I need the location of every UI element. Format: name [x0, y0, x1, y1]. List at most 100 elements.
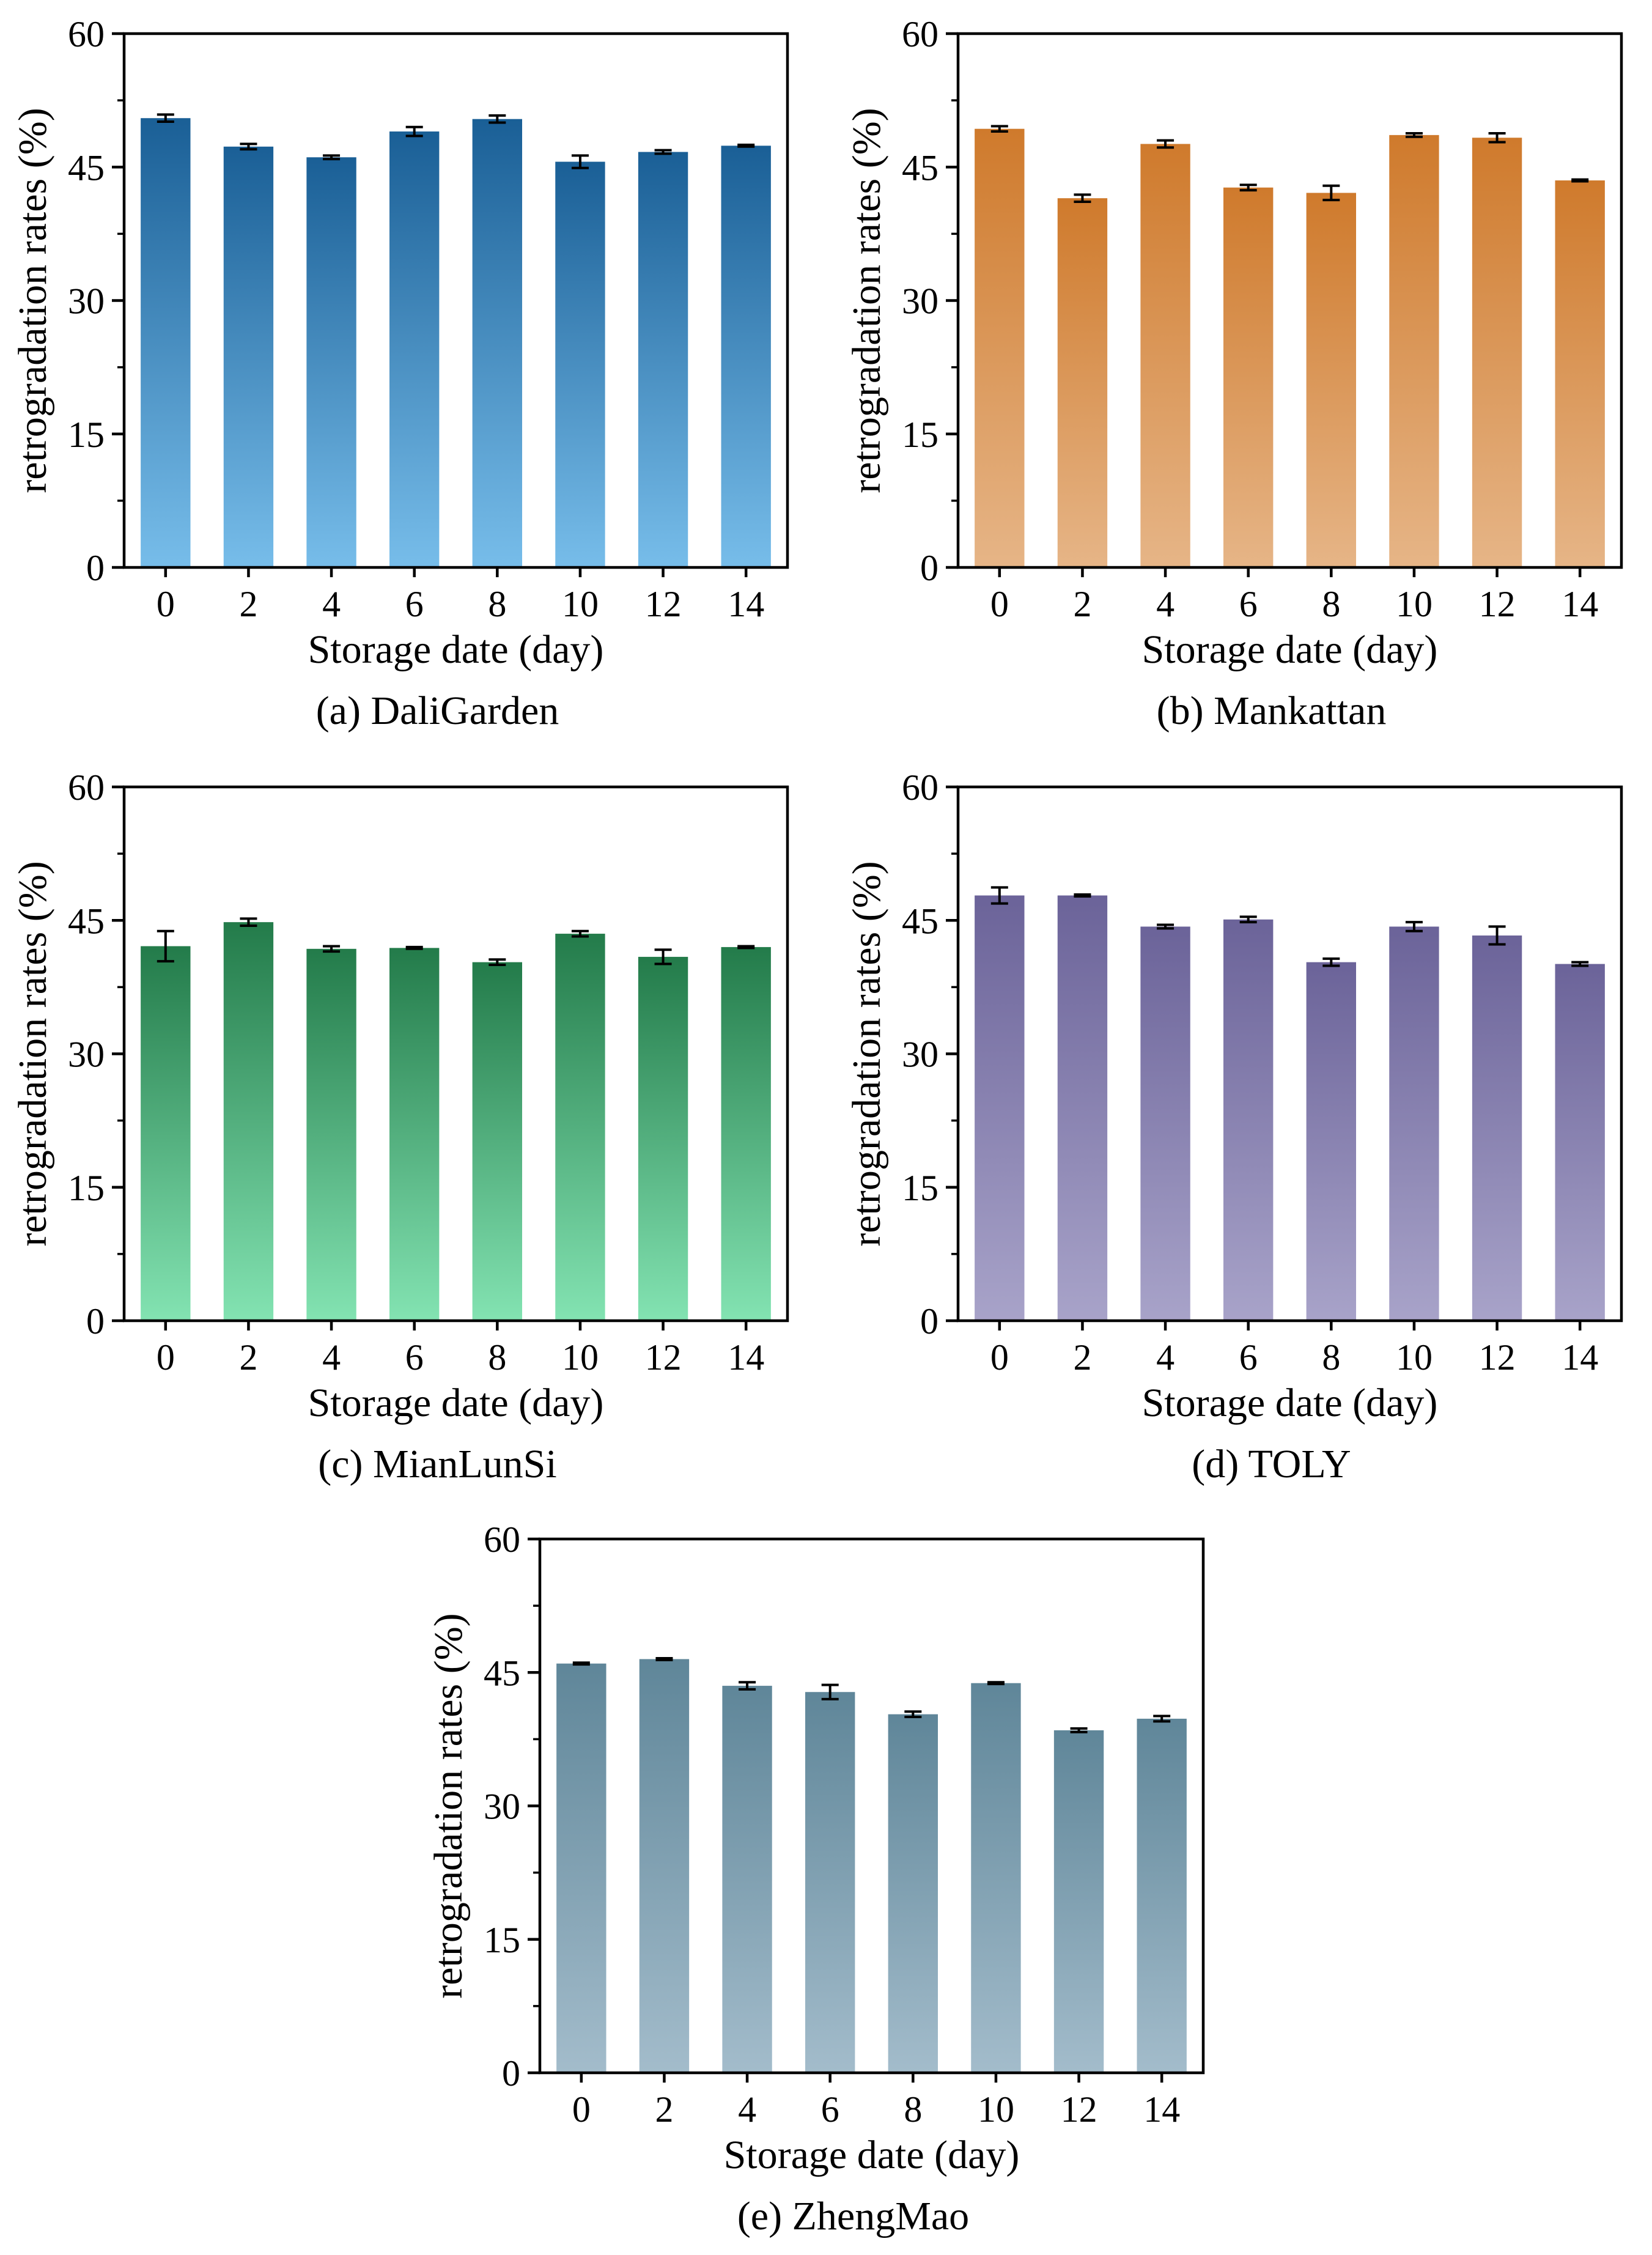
x-tick-label: 2: [239, 1337, 257, 1378]
x-tick-label: 8: [488, 584, 506, 624]
x-tick-label: 4: [322, 1337, 341, 1378]
bar: [1389, 926, 1439, 1321]
y-tick-label: 60: [68, 767, 105, 808]
bar: [1472, 138, 1522, 568]
y-tick-label: 45: [902, 147, 938, 188]
bar: [638, 152, 688, 567]
x-tick-label: 0: [157, 584, 175, 624]
bar: [722, 1686, 772, 2073]
bar: [306, 948, 356, 1321]
y-tick-label: 30: [902, 281, 938, 322]
bar: [389, 948, 440, 1321]
y-tick-label: 0: [502, 2053, 520, 2094]
x-tick-label: 10: [1396, 1337, 1433, 1378]
y-tick-label: 15: [68, 415, 105, 455]
y-tick-label: 15: [68, 1168, 105, 1208]
x-tick-label: 0: [990, 1337, 1009, 1378]
bar: [555, 161, 605, 567]
y-tick-label: 45: [902, 901, 938, 941]
x-tick-label: 2: [655, 2089, 673, 2130]
panel-caption: (a) DaliGarden: [316, 688, 559, 733]
x-tick-label: 10: [562, 584, 599, 624]
x-tick-label: 6: [821, 2089, 839, 2130]
y-tick-label: 45: [68, 901, 105, 941]
x-tick-label: 6: [1239, 584, 1258, 624]
y-tick-label: 60: [902, 767, 938, 808]
x-tick-label: 10: [562, 1337, 599, 1378]
bar: [888, 1714, 938, 2073]
plot-frame: [122, 32, 789, 569]
y-tick-label: 0: [920, 548, 938, 588]
y-tick-label: 0: [86, 548, 105, 588]
bar: [223, 146, 274, 567]
bar: [975, 128, 1025, 567]
x-tick-label: 2: [1073, 584, 1091, 624]
x-tick-label: 2: [1073, 1337, 1091, 1378]
x-tick-label: 8: [488, 1337, 506, 1378]
bar: [1053, 1730, 1104, 2073]
plot-frame: [122, 785, 789, 1323]
bar: [1472, 935, 1522, 1321]
y-axis-title: retrogradation rates (%): [10, 108, 55, 493]
plot-frame: [538, 1537, 1205, 2075]
x-axis-title: Storage date (day): [1142, 627, 1438, 672]
bar: [1389, 135, 1439, 567]
bar: [1223, 919, 1274, 1321]
y-tick-label: 15: [484, 1920, 520, 1960]
x-tick-label: 8: [1322, 1337, 1340, 1378]
x-tick-label: 12: [1479, 1337, 1516, 1378]
y-tick-label: 60: [902, 14, 938, 54]
x-tick-label: 8: [904, 2089, 922, 2130]
bar: [472, 962, 522, 1321]
y-tick-label: 15: [902, 1168, 938, 1208]
bar: [1057, 895, 1108, 1321]
y-axis-title: retrogradation rates (%): [844, 861, 889, 1246]
bar: [223, 922, 274, 1321]
plot-frame: [956, 32, 1623, 569]
x-tick-label: 0: [572, 2089, 591, 2130]
chart-panel: 0 2 4 6 8 10 12 14 0 15 30 45 60 Storage date (day) re…: [10, 767, 789, 1486]
bar: [805, 1692, 855, 2073]
x-axis-title: Storage date (day): [308, 627, 604, 672]
panel-caption: (d) TOLY: [1192, 1442, 1351, 1486]
chart-panel: 0 2 4 6 8 10 12 14 0 15 30 45 60 Storage date (day) re…: [844, 14, 1623, 733]
x-tick-label: 6: [405, 1337, 424, 1378]
x-tick-label: 14: [1143, 2089, 1180, 2130]
bar: [1137, 1718, 1187, 2073]
y-tick-label: 45: [484, 1653, 520, 1693]
x-tick-label: 4: [1156, 584, 1174, 624]
bar: [971, 1683, 1021, 2073]
bar: [1223, 187, 1274, 568]
y-tick-label: 30: [484, 1787, 520, 1827]
y-tick-label: 15: [902, 415, 938, 455]
bar: [1140, 926, 1190, 1321]
bar: [1140, 144, 1190, 568]
bar: [1306, 962, 1356, 1321]
y-tick-label: 45: [68, 147, 105, 188]
bar: [555, 934, 605, 1321]
x-tick-label: 8: [1322, 584, 1340, 624]
x-tick-label: 14: [728, 584, 764, 624]
panel-caption: (e) ZhengMao: [737, 2194, 969, 2238]
x-tick-label: 14: [1562, 1337, 1598, 1378]
x-tick-label: 10: [978, 2089, 1014, 2130]
bar: [721, 146, 771, 567]
bar: [638, 956, 688, 1321]
bar: [472, 119, 522, 567]
y-tick-label: 0: [86, 1301, 105, 1342]
y-tick-label: 30: [902, 1035, 938, 1075]
y-tick-label: 30: [68, 281, 105, 322]
x-tick-label: 0: [990, 584, 1009, 624]
x-axis-title: Storage date (day): [724, 2133, 1020, 2177]
y-tick-label: 30: [68, 1035, 105, 1075]
x-tick-label: 14: [728, 1337, 764, 1378]
x-tick-label: 4: [322, 584, 341, 624]
bar: [1555, 964, 1605, 1321]
chart-panel: 0 2 4 6 8 10 12 14 0 15 30 45 60 Storage date (day) re…: [844, 767, 1623, 1486]
x-axis-title: Storage date (day): [308, 1381, 604, 1425]
bar: [141, 946, 191, 1321]
x-tick-label: 6: [405, 584, 424, 624]
chart-panel: 0 2 4 6 8 10 12 14 0 15 30 45 60 Storage date (day) re…: [426, 1519, 1205, 2238]
bar: [721, 947, 771, 1321]
